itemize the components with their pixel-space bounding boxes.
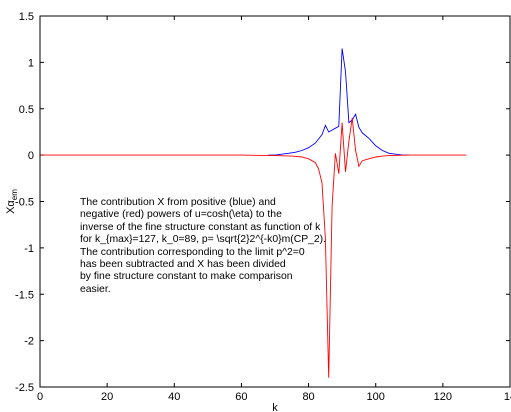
x-tick-label: 100 bbox=[367, 391, 385, 403]
x-tick-label: 20 bbox=[101, 391, 113, 403]
y-tick-label: 1 bbox=[28, 57, 34, 69]
y-axis-label-main: X bbox=[5, 206, 17, 214]
x-axis-label: k bbox=[272, 402, 278, 412]
y-tick-label: -2.5 bbox=[15, 382, 34, 394]
annotation-line: The contribution X from positive (blue) … bbox=[80, 197, 276, 208]
annotation-line: The contribution corresponding to the li… bbox=[80, 246, 305, 258]
x-tick-label: 120 bbox=[434, 391, 452, 403]
x-tick-label: 0 bbox=[37, 391, 43, 403]
y-axis-label-greek: α bbox=[5, 200, 17, 207]
y-tick-label: -1 bbox=[24, 243, 34, 255]
annotation-text: The contribution X from positive (blue) … bbox=[80, 197, 380, 296]
y-tick-label: 1.5 bbox=[19, 11, 34, 23]
y-tick-label: 0 bbox=[28, 150, 34, 162]
y-axis-label: Xαem bbox=[5, 189, 19, 214]
y-tick-label: 0.5 bbox=[19, 104, 34, 116]
x-tick-label: 40 bbox=[168, 391, 180, 403]
annotation-line: by fine structure constant to make compa… bbox=[80, 271, 293, 283]
x-tick-label: 80 bbox=[302, 391, 314, 403]
annotation-line: for k_{max}=127, k_0=89, p= \sqrt{2}2^{-… bbox=[80, 234, 327, 246]
series-line-red bbox=[40, 117, 467, 378]
series-line-blue bbox=[268, 48, 410, 156]
y-tick-label: -1.5 bbox=[15, 289, 34, 301]
x-tick-label: 14 bbox=[504, 391, 511, 403]
annotation-line: inverse of the fine structure constant a… bbox=[80, 221, 321, 233]
annotation-line: has been subtracted and X has been divid… bbox=[80, 259, 286, 271]
annotation-line: negative (red) powers of u=cosh(\eta) to… bbox=[80, 209, 282, 221]
x-tick-label: 60 bbox=[235, 391, 247, 403]
y-tick-label: -0.5 bbox=[15, 197, 34, 209]
plot-area-frame bbox=[39, 15, 511, 388]
y-axis-label-subscript: em bbox=[10, 189, 19, 200]
y-tick-label: -2 bbox=[24, 336, 34, 348]
annotation-line: easier. bbox=[80, 283, 111, 295]
